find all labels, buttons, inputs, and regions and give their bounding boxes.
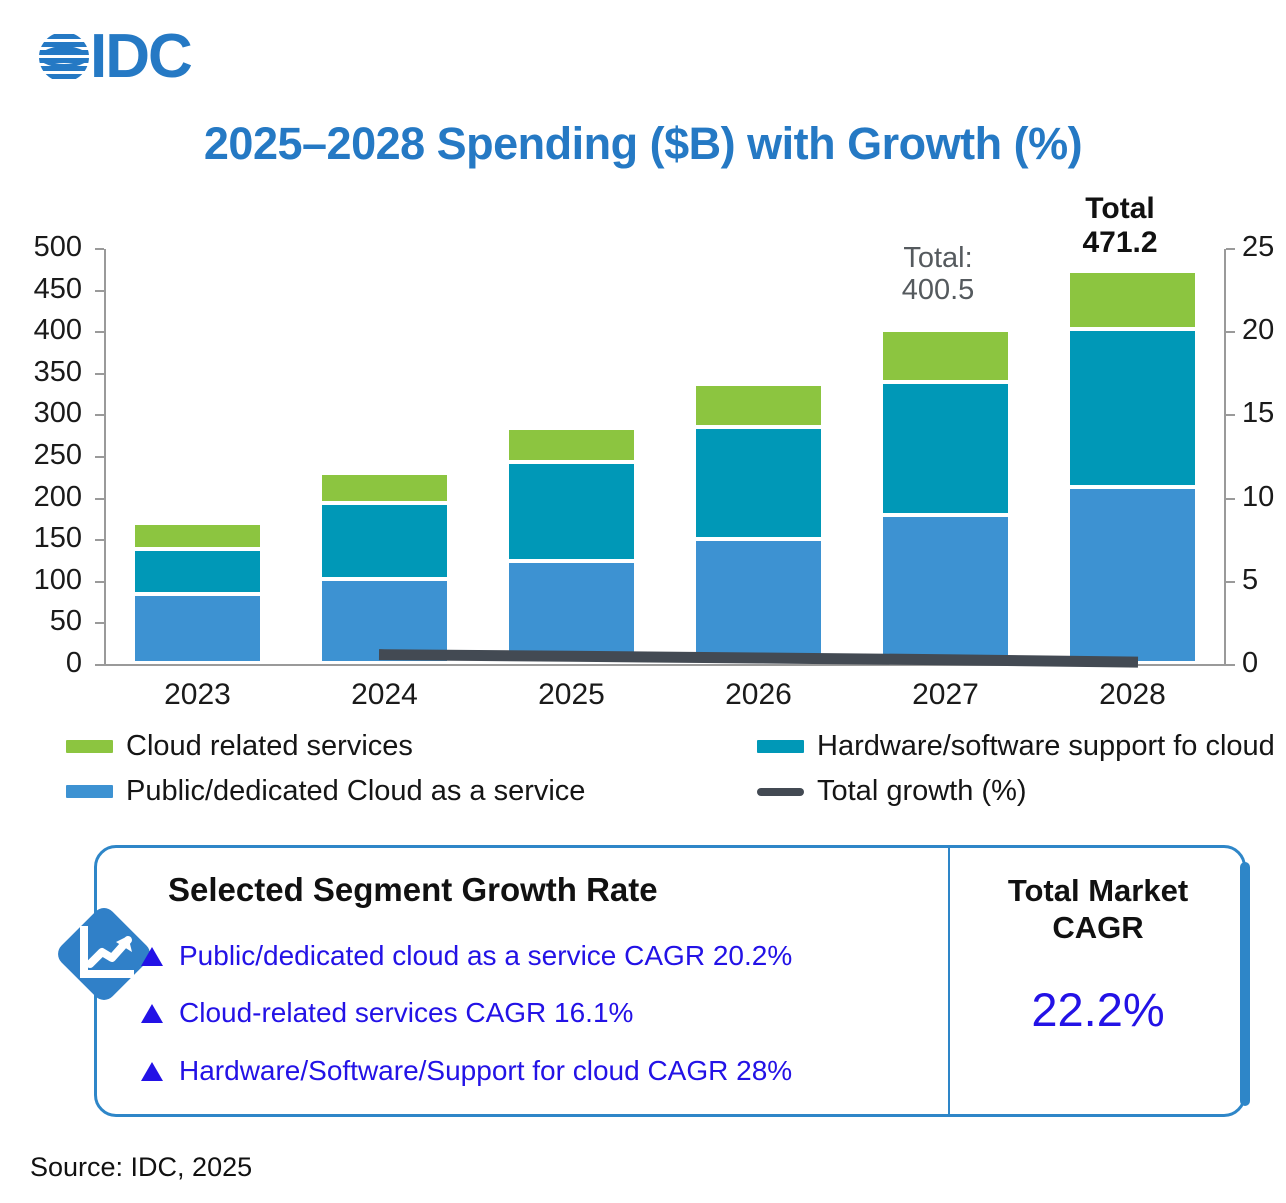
- left-axis-tick-label: 250: [33, 439, 82, 471]
- right-axis-tick-label: 25: [1242, 231, 1275, 263]
- total-growth-line: [378, 649, 1139, 668]
- left-axis-tick: [95, 580, 104, 583]
- legend-swatch-icon: [66, 740, 113, 753]
- legend-label: Hardware/software support fo cloud: [817, 730, 1275, 762]
- left-axis-tick: [95, 289, 104, 292]
- callout-heading: Selected Segment Growth Rate: [168, 871, 658, 908]
- right-axis-tick: [1226, 664, 1235, 666]
- right-axis-tick: [1226, 580, 1235, 583]
- left-axis-tick: [95, 456, 104, 458]
- legend-label: Total growth (%): [817, 775, 1027, 807]
- legend-item-public-dedicated-cloud[interactable]: Public/dedicated Cloud as a service: [66, 775, 585, 808]
- left-axis-tick-label: 500: [33, 231, 82, 263]
- right-axis-tick: [1226, 414, 1235, 417]
- legend-swatch-icon: [66, 785, 113, 798]
- bar-segment-public-dedicated-cloud-2028: [1070, 488, 1195, 661]
- x-axis-label-2023: 2023: [164, 678, 231, 711]
- x-axis-label-2028: 2028: [1099, 678, 1166, 711]
- bar-segment-hardware-software-support-2027: [883, 383, 1008, 513]
- total-label-2027: Total: 400.5: [901, 242, 975, 307]
- right-axis-line: [1224, 249, 1226, 666]
- callout-shadow-bar: [1240, 862, 1250, 1106]
- left-axis-tick: [95, 372, 104, 375]
- chart-title: 2025–2028 Spending ($B) with Growth (%): [203, 118, 1083, 169]
- bar-segment-cloud-related-services-2023: [135, 525, 260, 547]
- x-axis-line: [104, 664, 1226, 666]
- left-axis-tick-label: 150: [33, 522, 82, 555]
- callout-bullet-hardware-software-support: Hardware/Software/Support for cloud CAGR…: [141, 1055, 792, 1087]
- total-market-cagr-value: 22.2%: [1031, 983, 1165, 1036]
- right-axis-tick: [1226, 497, 1235, 500]
- bar-segment-hardware-software-support-2028: [1070, 330, 1195, 485]
- left-axis-tick-label: 350: [33, 355, 82, 388]
- left-axis-tick: [95, 248, 104, 250]
- left-axis-tick-label: 0: [65, 647, 82, 679]
- legend-item-hardware-software-support[interactable]: Hardware/software support fo cloud: [757, 730, 1275, 763]
- right-axis-tick-label: 0: [1242, 647, 1259, 679]
- x-axis-label-2024: 2024: [351, 678, 418, 711]
- left-axis-tick: [95, 622, 104, 625]
- legend-item-cloud-related-services[interactable]: Cloud related services: [66, 730, 413, 763]
- left-axis-tick: [95, 539, 104, 542]
- legend-line-icon: [757, 787, 804, 796]
- callout-bullet-public-dedicated-cloud: Public/dedicated cloud as a service CAGR…: [141, 940, 792, 972]
- callout-bullet-text: Public/dedicated cloud as a service CAGR…: [179, 940, 793, 971]
- left-axis-line: [104, 249, 106, 666]
- growth-chart-icon: [48, 898, 160, 1010]
- idc-logo-text: IDC: [90, 22, 193, 91]
- left-axis-tick: [95, 664, 104, 666]
- bar-segment-cloud-related-services-2028: [1070, 273, 1195, 327]
- bar-segment-hardware-software-support-2023: [135, 551, 260, 592]
- bar-segment-hardware-software-support-2026: [696, 428, 821, 538]
- bar-segment-cloud-related-services-2026: [696, 386, 821, 425]
- left-axis-tick: [95, 497, 104, 500]
- right-axis-tick: [1226, 248, 1235, 250]
- left-axis-tick-label: 450: [33, 272, 82, 305]
- callout-bullet-cloud-related-services: Cloud-related services CAGR 16.1%: [141, 997, 633, 1029]
- bar-segment-public-dedicated-cloud-2027: [883, 516, 1008, 661]
- callout-divider: [948, 846, 950, 1116]
- left-axis-tick: [95, 414, 104, 417]
- triangle-bullet-icon: [141, 946, 163, 966]
- idc-globe-icon: [36, 29, 92, 85]
- right-axis-tick-label: 10: [1242, 480, 1275, 513]
- bar-segment-cloud-related-services-2027: [883, 332, 1008, 380]
- bar-segment-cloud-related-services-2024: [322, 475, 447, 502]
- left-axis-tick: [95, 331, 104, 334]
- legend-swatch-icon: [757, 740, 804, 753]
- triangle-bullet-icon: [141, 1061, 163, 1081]
- bar-segment-hardware-software-support-2024: [322, 505, 447, 577]
- bar-segment-hardware-software-support-2025: [509, 464, 634, 560]
- left-axis-tick-label: 400: [33, 314, 82, 347]
- left-axis-tick-label: 100: [33, 563, 82, 596]
- source-note: Source: IDC, 2025: [30, 1152, 253, 1182]
- bar-segment-public-dedicated-cloud-2024: [322, 580, 447, 661]
- x-axis-label-2026: 2026: [725, 678, 792, 711]
- legend-label: Public/dedicated Cloud as a service: [126, 775, 586, 807]
- triangle-bullet-icon: [141, 1003, 163, 1023]
- bar-segment-cloud-related-services-2025: [509, 429, 634, 461]
- legend-item-total-growth[interactable]: Total growth (%): [757, 775, 1027, 808]
- callout-bullet-text: Hardware/Software/Support for cloud CAGR…: [179, 1055, 793, 1086]
- left-axis-tick-label: 300: [33, 397, 82, 430]
- x-axis-label-2027: 2027: [912, 678, 979, 711]
- right-axis-tick-label: 15: [1242, 397, 1275, 430]
- left-axis-tick-label: 200: [33, 480, 82, 513]
- right-axis-tick: [1226, 331, 1235, 334]
- bar-segment-public-dedicated-cloud-2023: [135, 595, 260, 661]
- bar-segment-public-dedicated-cloud-2025: [509, 563, 634, 661]
- left-axis-tick-label: 50: [49, 605, 82, 638]
- right-axis-tick-label: 5: [1242, 563, 1259, 596]
- legend-label: Cloud related services: [126, 730, 413, 762]
- total-market-cagr-title: Total Market CAGR: [1007, 873, 1189, 946]
- bar-segment-public-dedicated-cloud-2026: [696, 541, 821, 661]
- right-axis-tick-label: 20: [1242, 314, 1275, 347]
- chart-legend: Cloud related services Hardware/software…: [66, 730, 1275, 822]
- x-axis-label-2025: 2025: [538, 678, 605, 711]
- callout-bullet-text: Cloud-related services CAGR 16.1%: [179, 997, 634, 1028]
- chart-plot-area: 0 50 100 150 200 250 300 350 400 450 500 0 5 10 15 20 2…: [0, 192, 1286, 720]
- total-label-2028: Total 471.2: [1082, 192, 1158, 259]
- idc-logo: IDC: [36, 24, 236, 90]
